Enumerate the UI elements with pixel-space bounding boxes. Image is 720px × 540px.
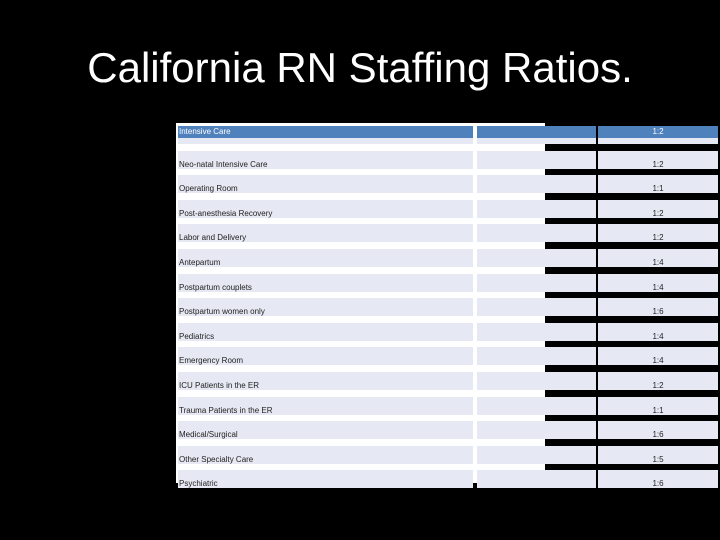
unit-label: Pediatrics — [179, 331, 215, 341]
table-row: Labor and Delivery 1:2 — [176, 221, 718, 246]
table-row: Other Specialty Care 1:5 — [176, 443, 718, 468]
table-row: Trauma Patients in the ER 1:1 — [176, 394, 718, 419]
unit-label: Operating Room — [179, 184, 238, 194]
unit-label: Postpartum women only — [179, 307, 265, 317]
row-band — [598, 138, 718, 144]
table-cell-empty — [477, 396, 596, 415]
table-cell-unit: Pediatrics — [178, 322, 473, 341]
table-cell-ratio: 1:2 — [598, 126, 718, 138]
table-cell-unit: Operating Room — [178, 175, 473, 194]
slide-title: California RN Staffing Ratios. — [87, 44, 633, 91]
table-cell-ratio: 1:4 — [598, 347, 718, 366]
table-cell-empty — [477, 248, 596, 267]
table-cell-unit: Labor and Delivery — [178, 224, 473, 243]
unit-label: Labor and Delivery — [179, 233, 247, 243]
table-cell-ratio: 1:4 — [598, 273, 718, 292]
table-row: Postpartum women only 1:6 — [176, 295, 718, 320]
table-cell-unit: Other Specialty Care — [178, 445, 473, 464]
unit-label: Post-anesthesia Recovery — [179, 208, 273, 218]
table-cell-empty — [477, 175, 596, 194]
table-cell-ratio: 1:4 — [598, 322, 718, 341]
table-cell-ratio: 1:2 — [598, 371, 718, 390]
unit-label: Postpartum couplets — [179, 282, 252, 292]
table-cell-empty — [477, 322, 596, 341]
table-row: ICU Patients in the ER 1:2 — [176, 369, 718, 394]
unit-label: Psychiatric — [179, 479, 218, 489]
table-cell-empty — [477, 421, 596, 440]
table-row: Operating Room 1:1 — [176, 172, 718, 197]
table-cell-unit: Post-anesthesia Recovery — [178, 199, 473, 218]
table-cell-unit: Postpartum women only — [178, 298, 473, 317]
table-cell-ratio: 1:6 — [598, 470, 718, 489]
table-cell-empty — [477, 371, 596, 390]
table-cell-unit: Antepartum — [178, 248, 473, 267]
table-row: Post-anesthesia Recovery 1:2 — [176, 197, 718, 222]
table-cell-ratio: 1:6 — [598, 421, 718, 440]
table-cell-empty — [477, 445, 596, 464]
table-cell-empty — [477, 150, 596, 169]
table-row: Medical/Surgical 1:6 — [176, 418, 718, 443]
table-cell-unit: Postpartum couplets — [178, 273, 473, 292]
table-cell-ratio: 1:2 — [598, 224, 718, 243]
table-cell-empty — [477, 298, 596, 317]
table-cell-empty — [477, 273, 596, 292]
table-row: Neo-natal Intensive Care 1:2 — [176, 148, 718, 173]
unit-label: ICU Patients in the ER — [179, 380, 260, 390]
row-band — [178, 138, 473, 144]
table-cell-unit: Intensive Care — [178, 126, 473, 138]
table-cell-ratio: 1:4 — [598, 248, 718, 267]
table-row: Antepartum 1:4 — [176, 246, 718, 271]
row-band — [477, 138, 596, 144]
table-cell-empty — [477, 199, 596, 218]
unit-label: Trauma Patients in the ER — [179, 405, 273, 415]
table-cell-ratio: 1:2 — [598, 199, 718, 218]
table-cell-unit: ICU Patients in the ER — [178, 371, 473, 390]
table-cell-empty — [477, 126, 596, 138]
table-cell-ratio: 1:5 — [598, 445, 718, 464]
table-cell-ratio: 1:1 — [598, 175, 718, 194]
table-cell-unit: Medical/Surgical — [178, 421, 473, 440]
table-cell-unit: Psychiatric — [178, 470, 473, 489]
table-row: Postpartum couplets 1:4 — [176, 271, 718, 296]
table-row: Intensive Care 1:2 — [176, 123, 718, 148]
unit-label: Intensive Care — [179, 127, 231, 136]
unit-label: Emergency Room — [179, 356, 244, 366]
table-cell-empty — [477, 470, 596, 489]
table-cell-ratio: 1:2 — [598, 150, 718, 169]
unit-label: Other Specialty Care — [179, 454, 254, 464]
unit-label: Antepartum — [179, 257, 221, 267]
table-row: Pediatrics 1:4 — [176, 320, 718, 345]
table-row: Psychiatric 1:6 — [176, 467, 718, 492]
staffing-ratio-table: Intensive Care 1:2 Neo-natal Intensive C… — [176, 123, 718, 489]
table-cell-empty — [477, 224, 596, 243]
table-row: Emergency Room 1:4 — [176, 344, 718, 369]
table-cell-unit: Trauma Patients in the ER — [178, 396, 473, 415]
table-cell-unit: Neo-natal Intensive Care — [178, 150, 473, 169]
unit-label: Neo-natal Intensive Care — [179, 159, 268, 169]
table-cell-ratio: 1:6 — [598, 298, 718, 317]
table-cell-ratio: 1:1 — [598, 396, 718, 415]
table-cell-empty — [477, 347, 596, 366]
table-cell-unit: Emergency Room — [178, 347, 473, 366]
unit-label: Medical/Surgical — [179, 430, 238, 440]
